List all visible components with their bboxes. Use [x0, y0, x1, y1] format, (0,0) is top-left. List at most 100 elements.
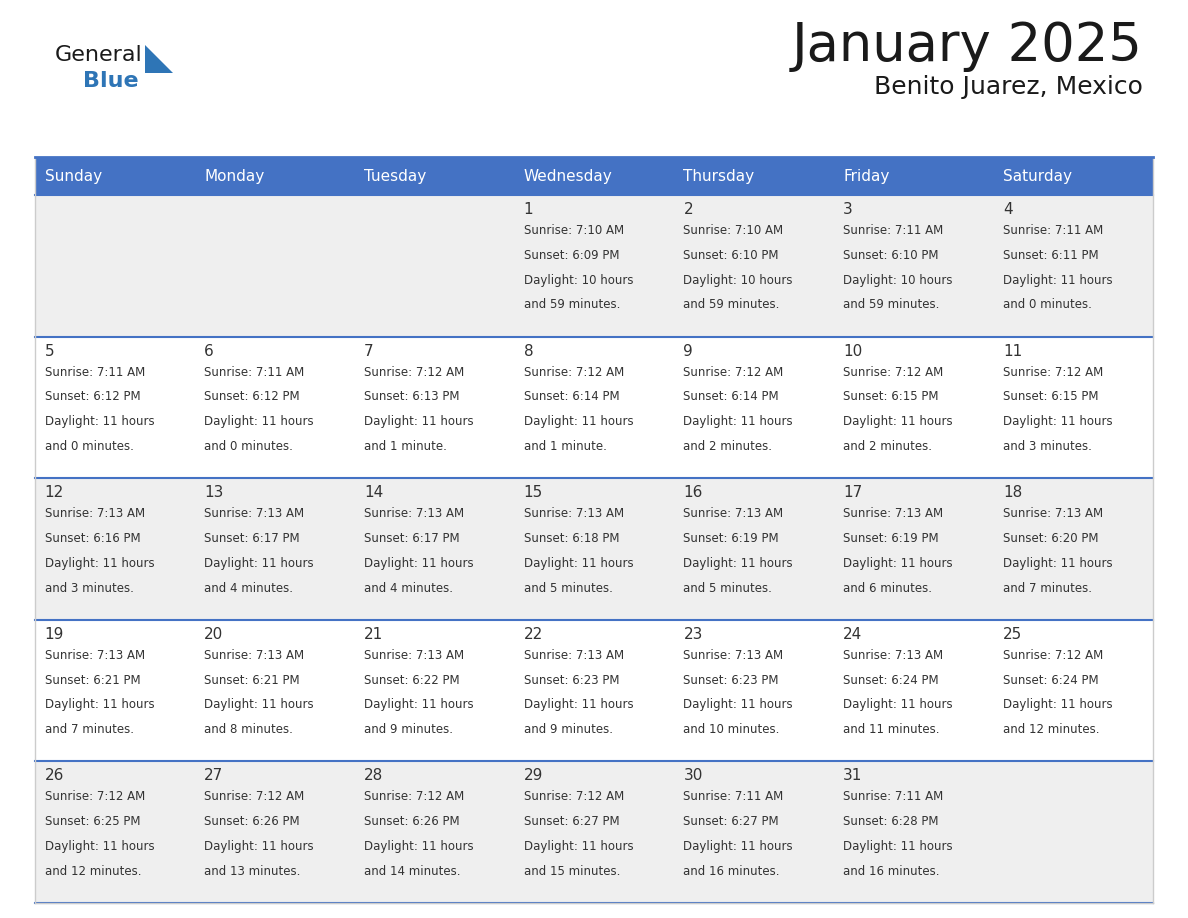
Bar: [195, 620, 354, 761]
Bar: [34, 620, 195, 761]
Text: Sunset: 6:15 PM: Sunset: 6:15 PM: [1003, 390, 1099, 403]
Text: Sunrise: 7:11 AM: Sunrise: 7:11 AM: [683, 790, 784, 803]
Text: and 1 minute.: and 1 minute.: [524, 440, 607, 453]
Bar: [834, 195, 993, 337]
Text: Daylight: 11 hours: Daylight: 11 hours: [683, 415, 794, 428]
Text: Daylight: 10 hours: Daylight: 10 hours: [524, 274, 633, 286]
Text: and 14 minutes.: and 14 minutes.: [364, 865, 461, 878]
Text: and 0 minutes.: and 0 minutes.: [45, 440, 133, 453]
Text: Sunrise: 7:11 AM: Sunrise: 7:11 AM: [1003, 224, 1104, 237]
Bar: [514, 157, 674, 195]
Text: Friday: Friday: [843, 169, 890, 184]
Text: Sunrise: 7:12 AM: Sunrise: 7:12 AM: [204, 790, 304, 803]
Text: Sunrise: 7:12 AM: Sunrise: 7:12 AM: [364, 365, 465, 378]
Text: Daylight: 11 hours: Daylight: 11 hours: [45, 415, 154, 428]
Text: and 16 minutes.: and 16 minutes.: [683, 865, 781, 878]
Text: 24: 24: [843, 627, 862, 642]
Text: 10: 10: [843, 343, 862, 359]
Bar: [993, 478, 1154, 620]
Text: and 59 minutes.: and 59 minutes.: [843, 298, 940, 311]
Text: Daylight: 11 hours: Daylight: 11 hours: [1003, 699, 1112, 711]
Text: Sunrise: 7:13 AM: Sunrise: 7:13 AM: [683, 649, 784, 662]
Text: Sunset: 6:19 PM: Sunset: 6:19 PM: [683, 532, 779, 545]
Text: Sunset: 6:22 PM: Sunset: 6:22 PM: [364, 674, 460, 687]
Text: 18: 18: [1003, 486, 1022, 500]
Text: Daylight: 10 hours: Daylight: 10 hours: [843, 274, 953, 286]
Bar: [354, 195, 514, 337]
Text: Sunrise: 7:13 AM: Sunrise: 7:13 AM: [524, 649, 624, 662]
Text: Daylight: 11 hours: Daylight: 11 hours: [204, 840, 314, 853]
Text: Sunset: 6:11 PM: Sunset: 6:11 PM: [1003, 249, 1099, 262]
Bar: [993, 337, 1154, 478]
Text: Sunrise: 7:13 AM: Sunrise: 7:13 AM: [204, 508, 304, 521]
Text: Sunset: 6:28 PM: Sunset: 6:28 PM: [843, 815, 939, 828]
Text: Sunset: 6:12 PM: Sunset: 6:12 PM: [45, 390, 140, 403]
Text: 1: 1: [524, 202, 533, 217]
Text: 16: 16: [683, 486, 703, 500]
Text: and 4 minutes.: and 4 minutes.: [204, 581, 293, 595]
Text: Sunset: 6:21 PM: Sunset: 6:21 PM: [45, 674, 140, 687]
Text: Sunrise: 7:10 AM: Sunrise: 7:10 AM: [683, 224, 784, 237]
Text: 14: 14: [364, 486, 384, 500]
Text: Sunrise: 7:12 AM: Sunrise: 7:12 AM: [364, 790, 465, 803]
Text: Blue: Blue: [83, 71, 139, 91]
Text: and 3 minutes.: and 3 minutes.: [45, 581, 133, 595]
Bar: [674, 478, 834, 620]
Text: Sunrise: 7:11 AM: Sunrise: 7:11 AM: [843, 224, 943, 237]
Text: Sunrise: 7:13 AM: Sunrise: 7:13 AM: [204, 649, 304, 662]
Bar: [195, 761, 354, 903]
Text: 12: 12: [45, 486, 64, 500]
Text: 5: 5: [45, 343, 55, 359]
Text: Sunrise: 7:13 AM: Sunrise: 7:13 AM: [45, 649, 145, 662]
Text: Wednesday: Wednesday: [524, 169, 613, 184]
Text: Daylight: 11 hours: Daylight: 11 hours: [364, 415, 474, 428]
Text: Sunrise: 7:13 AM: Sunrise: 7:13 AM: [45, 508, 145, 521]
Text: Sunday: Sunday: [45, 169, 102, 184]
Bar: [195, 195, 354, 337]
Text: Sunset: 6:24 PM: Sunset: 6:24 PM: [843, 674, 939, 687]
Text: and 9 minutes.: and 9 minutes.: [364, 723, 453, 736]
Text: Sunset: 6:24 PM: Sunset: 6:24 PM: [1003, 674, 1099, 687]
Text: Sunrise: 7:11 AM: Sunrise: 7:11 AM: [204, 365, 304, 378]
Text: Sunset: 6:10 PM: Sunset: 6:10 PM: [843, 249, 939, 262]
Text: Sunrise: 7:13 AM: Sunrise: 7:13 AM: [1003, 508, 1102, 521]
Text: 6: 6: [204, 343, 214, 359]
Text: Sunset: 6:23 PM: Sunset: 6:23 PM: [524, 674, 619, 687]
Text: and 59 minutes.: and 59 minutes.: [683, 298, 779, 311]
Text: 28: 28: [364, 768, 384, 783]
Text: and 13 minutes.: and 13 minutes.: [204, 865, 301, 878]
Text: 8: 8: [524, 343, 533, 359]
Text: Daylight: 11 hours: Daylight: 11 hours: [364, 556, 474, 570]
Text: Sunrise: 7:13 AM: Sunrise: 7:13 AM: [524, 508, 624, 521]
Text: Daylight: 11 hours: Daylight: 11 hours: [683, 556, 794, 570]
Text: 2: 2: [683, 202, 693, 217]
Bar: [514, 337, 674, 478]
Bar: [354, 478, 514, 620]
Bar: [34, 195, 195, 337]
Bar: [993, 761, 1154, 903]
Text: Daylight: 11 hours: Daylight: 11 hours: [843, 840, 953, 853]
Text: Sunrise: 7:13 AM: Sunrise: 7:13 AM: [843, 508, 943, 521]
Text: and 2 minutes.: and 2 minutes.: [683, 440, 772, 453]
Text: and 0 minutes.: and 0 minutes.: [1003, 298, 1092, 311]
Bar: [674, 337, 834, 478]
Text: Sunset: 6:27 PM: Sunset: 6:27 PM: [683, 815, 779, 828]
Bar: [834, 157, 993, 195]
Text: Sunset: 6:10 PM: Sunset: 6:10 PM: [683, 249, 779, 262]
Text: Daylight: 11 hours: Daylight: 11 hours: [524, 699, 633, 711]
Text: 4: 4: [1003, 202, 1012, 217]
Text: Sunset: 6:09 PM: Sunset: 6:09 PM: [524, 249, 619, 262]
Text: 29: 29: [524, 768, 543, 783]
Text: 17: 17: [843, 486, 862, 500]
Text: Sunset: 6:12 PM: Sunset: 6:12 PM: [204, 390, 299, 403]
Text: Daylight: 11 hours: Daylight: 11 hours: [364, 699, 474, 711]
Text: 30: 30: [683, 768, 703, 783]
Bar: [195, 337, 354, 478]
Text: Daylight: 11 hours: Daylight: 11 hours: [45, 556, 154, 570]
Bar: [354, 761, 514, 903]
Text: and 59 minutes.: and 59 minutes.: [524, 298, 620, 311]
Text: Daylight: 11 hours: Daylight: 11 hours: [1003, 415, 1112, 428]
Text: Sunset: 6:27 PM: Sunset: 6:27 PM: [524, 815, 619, 828]
Text: 20: 20: [204, 627, 223, 642]
Text: Sunrise: 7:13 AM: Sunrise: 7:13 AM: [364, 649, 465, 662]
